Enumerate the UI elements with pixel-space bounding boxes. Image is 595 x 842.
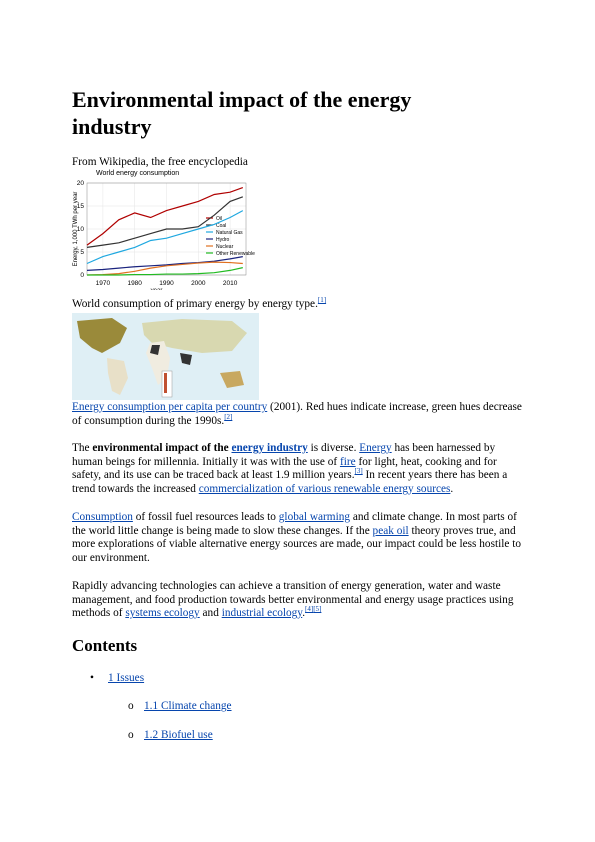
tagline: From Wikipedia, the free encyclopedia xyxy=(72,156,248,168)
text: environmental impact of the xyxy=(92,442,232,454)
text: and xyxy=(199,607,222,620)
text: Rapidly advancing technologies can achie… xyxy=(72,580,514,620)
y-tick-label: 15 xyxy=(77,203,85,210)
y-tick-label: 20 xyxy=(77,180,85,187)
link[interactable]: [1] xyxy=(317,296,327,305)
caption: World consumption of primary energy by e… xyxy=(72,296,525,312)
text: World consumption of primary energy by e… xyxy=(72,298,318,310)
series-line xyxy=(86,210,244,265)
series-line xyxy=(87,267,243,276)
link[interactable]: peak oil xyxy=(372,524,409,537)
link[interactable]: Energy consumption per capita per countr… xyxy=(72,401,268,413)
link[interactable]: [3] xyxy=(354,467,363,476)
link[interactable]: industrial ecology xyxy=(221,607,303,620)
text: for light, heat, cooking and for safety,… xyxy=(72,455,497,482)
link[interactable]: commercialization of various renewable e… xyxy=(198,482,451,495)
text: and climate change. In most parts of the… xyxy=(72,511,517,537)
text: has been harnessed by human beings for m… xyxy=(72,442,496,468)
text: . xyxy=(302,607,306,620)
bullet: • xyxy=(90,672,94,684)
toc-link[interactable]: 1.1 Climate change xyxy=(144,700,232,712)
series-line xyxy=(86,256,243,271)
x-tick-label: 1970 xyxy=(96,280,111,287)
toc-link[interactable]: 1.2 Biofuel use xyxy=(144,729,213,741)
page-title: Environmental impact of the energy indus… xyxy=(72,87,412,139)
legend-label: Oil xyxy=(216,216,222,222)
y-axis-label: Energy, 1,000 TWh per year xyxy=(73,192,79,267)
text: of fossil fuel resources leads to xyxy=(132,511,279,523)
x-tick-label: 1990 xyxy=(159,280,174,287)
bullet: o xyxy=(128,729,134,741)
caption: Energy consumption per capita per countr… xyxy=(72,401,525,428)
text: is diverse. xyxy=(307,442,360,454)
paragraph: Consumption of fossil fuel resources lea… xyxy=(72,511,525,565)
x-axis-label: year xyxy=(151,288,163,290)
energy-chart: World energy consumption Energy, 1,000 TW… xyxy=(72,168,258,290)
y-tick-label: 10 xyxy=(77,226,85,233)
link[interactable]: global warming xyxy=(278,511,350,523)
legend-label: Natural Gas xyxy=(216,230,243,236)
text: In recent years there has been a trend t… xyxy=(72,469,508,495)
link[interactable]: [2] xyxy=(224,412,233,421)
paragraph: The environmental impact of the energy i… xyxy=(72,442,525,496)
legend-label: Coal xyxy=(216,223,226,229)
toc-link[interactable]: 1 Issues xyxy=(108,672,145,684)
text: (2001). Red hues indicate increase, gree… xyxy=(72,401,522,427)
x-tick-label: 2000 xyxy=(191,280,206,287)
text: theory proves true, and more exploration… xyxy=(72,524,522,564)
chart-title: World energy consumption xyxy=(96,170,179,177)
x-tick-label: 2010 xyxy=(223,280,238,287)
link[interactable]: [5] xyxy=(313,605,322,614)
world-map xyxy=(72,313,259,400)
text: . xyxy=(450,482,454,495)
series-line xyxy=(86,196,244,248)
x-tick-label: 1980 xyxy=(127,280,142,287)
link[interactable]: Energy xyxy=(359,442,392,454)
y-tick-label: 5 xyxy=(80,249,84,256)
series-line xyxy=(86,261,243,276)
plot-frame xyxy=(86,182,247,276)
legend-label: Other Renewable xyxy=(216,251,255,257)
link[interactable]: [4] xyxy=(305,605,314,614)
legend-label: Nuclear xyxy=(216,244,234,250)
link[interactable]: Consumption xyxy=(72,511,133,523)
bullet: o xyxy=(128,700,134,712)
link[interactable]: systems ecology xyxy=(125,607,200,620)
contents-heading: Contents xyxy=(72,636,138,655)
link[interactable]: fire xyxy=(339,455,356,468)
text: The xyxy=(72,442,93,454)
y-tick-label: 0 xyxy=(80,272,84,279)
legend-label: Hydro xyxy=(216,237,230,243)
series-line xyxy=(86,187,244,246)
link[interactable]: energy industry xyxy=(231,442,308,454)
paragraph: Rapidly advancing technologies can achie… xyxy=(72,580,525,621)
